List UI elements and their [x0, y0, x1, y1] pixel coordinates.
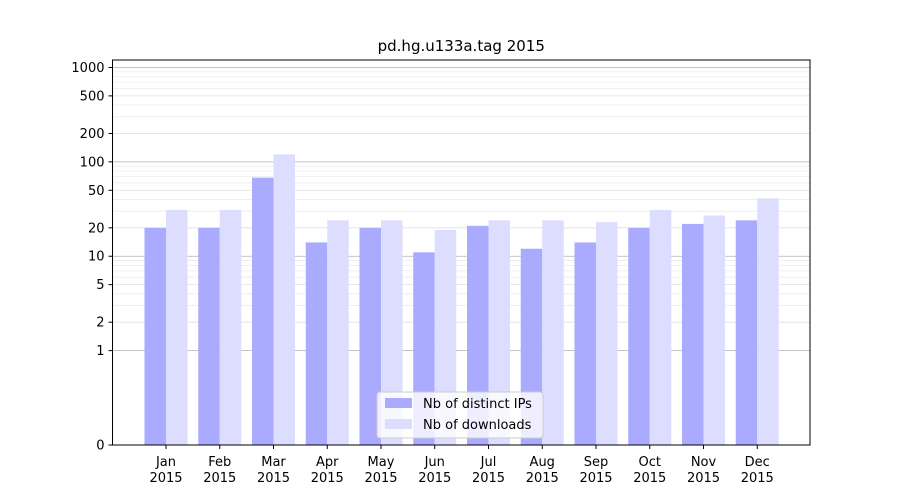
bar-distinct-ips — [305, 242, 328, 445]
x-tick-year-label: 2015 — [257, 471, 290, 486]
bar-distinct-ips — [735, 220, 758, 445]
y-tick-label: 1 — [96, 344, 104, 359]
x-tick-year-label: 2015 — [418, 471, 451, 486]
x-tick-year-label: 2015 — [579, 471, 612, 486]
x-tick-label: Nov — [691, 455, 717, 470]
x-tick-year-label: 2015 — [203, 471, 236, 486]
y-tick-label: 20 — [88, 221, 105, 236]
y-axis: 0 1 2 5 10 20 50 100 200 500 1000 — [71, 61, 113, 454]
plot-frame — [112, 59, 811, 446]
bars — [144, 154, 779, 446]
x-tick-label: Aug — [530, 455, 555, 470]
bar-distinct-ips — [628, 227, 650, 445]
x-tick-year-label: 2015 — [311, 471, 344, 486]
bar-distinct-ips — [359, 227, 381, 445]
x-tick-year-label: 2015 — [633, 471, 666, 486]
y-tick-label: 1000 — [71, 61, 104, 76]
bar-distinct-ips — [252, 177, 274, 446]
x-tick-year-label: 2015 — [472, 471, 505, 486]
y-tick-label: 10 — [88, 250, 105, 265]
x-tick-label: Mar — [261, 455, 286, 470]
x-tick-label: Sep — [584, 455, 609, 470]
x-tick-label: May — [368, 455, 395, 470]
legend-swatch-downloads — [385, 419, 412, 429]
legend-label-downloads: Nb of downloads — [423, 418, 532, 433]
bar-downloads — [703, 215, 725, 445]
x-tick-label: Oct — [639, 455, 661, 470]
x-tick-label: Dec — [745, 455, 770, 470]
bar-downloads — [166, 209, 188, 445]
y-tick-label: 200 — [80, 127, 105, 142]
x-tick-year-label: 2015 — [149, 471, 182, 486]
x-tick-year-label: 2015 — [741, 471, 774, 486]
y-tick-label: 50 — [88, 184, 105, 199]
y-tick-label: 0 — [96, 439, 104, 454]
y-tick-label: 5 — [96, 278, 104, 293]
x-tick-label: Jan — [155, 455, 176, 470]
bar-downloads — [219, 209, 242, 445]
bar-downloads — [434, 229, 457, 445]
bar-downloads — [649, 209, 672, 445]
x-tick-label: Apr — [316, 455, 339, 470]
bar-downloads — [757, 198, 779, 445]
bar-distinct-ips — [467, 225, 489, 445]
x-tick-year-label: 2015 — [364, 471, 397, 486]
y-tick-label: 2 — [96, 316, 104, 331]
bar-downloads — [542, 220, 564, 445]
bar-downloads — [596, 222, 618, 445]
bar-distinct-ips — [682, 223, 704, 445]
bar-distinct-ips — [574, 242, 596, 445]
bar-distinct-ips — [144, 227, 166, 445]
x-tick-year-label: 2015 — [526, 471, 559, 486]
legend-label-ips: Nb of distinct IPs — [423, 397, 532, 412]
x-tick-year-label: 2015 — [687, 471, 720, 486]
x-tick-label: Jun — [424, 455, 445, 470]
legend: Nb of distinct IPs Nb of downloads — [376, 391, 544, 439]
bar-downloads — [488, 220, 510, 445]
bar-distinct-ips — [198, 227, 220, 445]
y-tick-label: 100 — [80, 155, 105, 170]
y-tick-label: 500 — [80, 89, 105, 104]
bar-downloads — [381, 220, 403, 445]
legend-swatch-ips — [385, 398, 412, 408]
legend-box — [376, 391, 544, 439]
x-axis: Jan2015Feb2015Mar2015Apr2015May2015Jun20… — [149, 445, 774, 486]
x-tick-label: Jul — [480, 455, 497, 470]
bar-downloads — [327, 220, 349, 445]
chart-title: pd.hg.u133a.tag 2015 — [378, 37, 545, 55]
bar-downloads — [273, 154, 295, 445]
x-tick-label: Feb — [208, 455, 231, 470]
